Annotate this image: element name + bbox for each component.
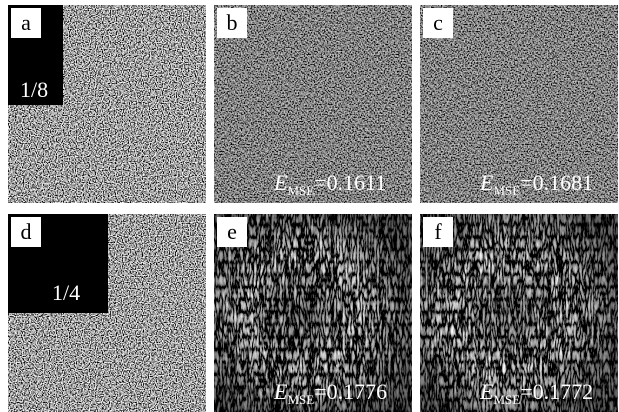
- mse-value: =0.1772: [520, 379, 593, 404]
- mse-symbol: E: [479, 170, 494, 195]
- panel: e EMSE=0.1776: [214, 214, 412, 412]
- fraction-label: 1/4: [52, 280, 80, 305]
- panel: 1/4 d: [8, 214, 206, 412]
- mse-symbol: E: [479, 379, 494, 404]
- mse-subscript: MSE: [287, 183, 314, 198]
- panel: 1/8 a: [8, 5, 206, 203]
- mse-subscript: MSE: [287, 392, 314, 407]
- mse-symbol: E: [273, 379, 288, 404]
- mse-subscript: MSE: [493, 183, 520, 198]
- mse-value: =0.1776: [314, 379, 387, 404]
- panel: c EMSE=0.1681: [420, 5, 618, 203]
- panel-label: a: [21, 10, 31, 35]
- mse-symbol: E: [273, 170, 288, 195]
- panel-label: f: [434, 219, 442, 244]
- fraction-label: 1/8: [20, 77, 48, 102]
- mse-value: =0.1611: [314, 170, 386, 195]
- panel-label: c: [433, 10, 443, 35]
- panel-label: b: [227, 10, 238, 35]
- panel: b EMSE=0.1611: [214, 5, 412, 203]
- panel-label: e: [227, 219, 237, 244]
- mse-value: =0.1681: [520, 170, 593, 195]
- panel: f EMSE=0.1772: [420, 214, 618, 412]
- panel-label: d: [21, 219, 32, 244]
- figure: 1/8abEMSE=0.1611cEMSE=0.16811/4deEMSE=0.…: [0, 0, 619, 412]
- mse-subscript: MSE: [493, 392, 520, 407]
